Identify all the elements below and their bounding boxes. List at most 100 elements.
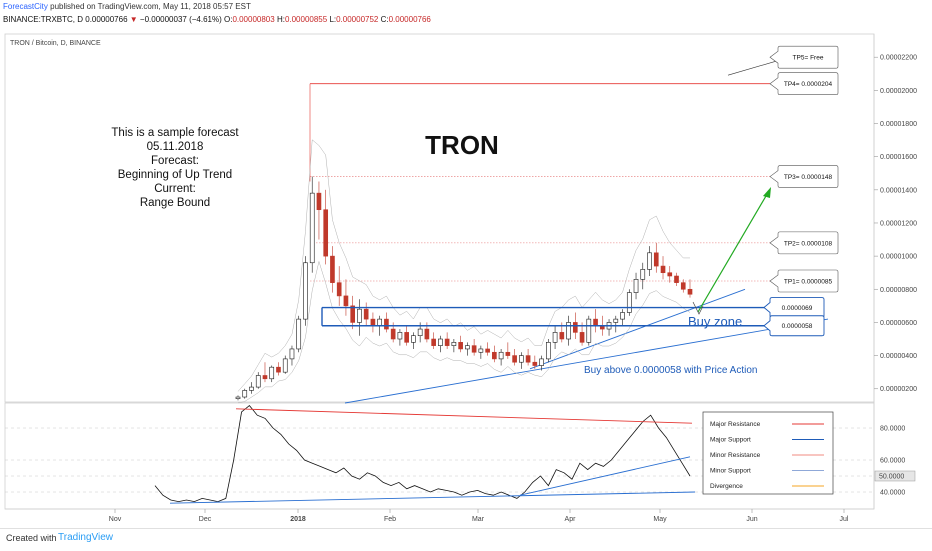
time-tick-label: 2018: [290, 516, 306, 523]
price-tick-label: 0.00001200: [880, 220, 917, 227]
price-tick-label: 0.00001600: [880, 154, 917, 161]
target-levels: TP5= Free TP4= 0.0000204 TP3= 0.0000148 TP2…: [309, 45, 839, 293]
candle-body: [552, 332, 558, 343]
candle-body: [438, 338, 443, 346]
author-link[interactable]: ForecastCity: [3, 2, 48, 11]
candle-body: [235, 396, 241, 399]
target-pointer: [727, 60, 777, 76]
note-line-1: This is a sample forecast: [111, 127, 239, 139]
candle-body: [262, 375, 268, 380]
candle-body: [363, 308, 369, 320]
target-callout: [769, 45, 839, 69]
publish-info: published on TradingView.com, May 11, 20…: [50, 2, 251, 11]
buy-condition-text: Buy above 0.0000058 with Price Action: [584, 365, 757, 376]
candle-body: [498, 351, 504, 360]
candle-body: [680, 282, 686, 290]
candle-body: [343, 295, 349, 307]
candle-body: [667, 272, 673, 277]
price-axis[interactable]: 0.00002200 0.00002000 0.00001800 0.00001600…: [874, 55, 917, 394]
low-value: 0.00000752: [336, 15, 379, 24]
open-value: 0.00000803: [232, 15, 275, 24]
candle-body: [458, 342, 463, 350]
candle-body: [633, 279, 639, 293]
chart-canvas[interactable]: TRON / Bitcoin, D, BINANCE TRON This is …: [0, 0, 932, 528]
candle-body: [546, 342, 551, 360]
trend-lines: [237, 139, 829, 404]
symbol-label: BINANCE:TRXBTC, D: [3, 15, 84, 24]
target-callout: [769, 72, 839, 96]
rsi-current-badge: [874, 470, 916, 482]
candle-body: [687, 288, 693, 295]
candle-body: [471, 345, 477, 353]
rsi-support-line: [169, 491, 696, 504]
candle-body: [566, 322, 571, 340]
target-label: TP4= 0.0000204: [784, 81, 833, 88]
price-tick-label: 0.00000400: [880, 353, 917, 360]
open-label: O:: [223, 15, 233, 24]
candle-body: [282, 358, 288, 373]
rsi-series: 80.0000 60.0000 40.0000 50.0000: [5, 405, 916, 504]
price-change: −0.00000037 (−4.61%): [139, 15, 222, 24]
candle-body: [559, 332, 565, 340]
candle-body: [411, 335, 416, 343]
ohlc-line: BINANCE:TRXBTC, D 0.00000766 ▼ −0.000000…: [3, 15, 431, 24]
candle-body: [532, 361, 538, 366]
forecast-note: This is a sample forecast 05.11.2018 For…: [111, 127, 239, 209]
down-arrow-icon: ▼: [129, 15, 138, 24]
candle-body: [505, 351, 511, 356]
candle-body: [586, 318, 592, 343]
publish-line: ForecastCity published on TradingView.co…: [3, 2, 251, 11]
legend-label: Minor Resistance: [710, 452, 761, 459]
rsi-support-line-2: [519, 456, 691, 496]
candle-body: [512, 355, 517, 363]
target-label: TP3= 0.0000148: [784, 174, 833, 181]
legend-label: Minor Support: [710, 468, 751, 475]
candle-body: [269, 366, 275, 380]
candle-body: [397, 332, 403, 340]
price-tick-label: 0.00000200: [880, 386, 917, 393]
candle-body: [323, 209, 329, 257]
bollinger-upper: [237, 139, 690, 392]
candle-body: [242, 390, 248, 398]
note-line-4: Beginning of Up Trend: [118, 169, 232, 181]
target-label: TP1= 0.0000085: [784, 278, 833, 285]
candle-body: [350, 305, 356, 323]
candle-body: [390, 328, 396, 340]
candle-body: [444, 338, 450, 346]
legend-box: [702, 411, 834, 495]
candle-body: [653, 252, 659, 267]
time-tick-label: Apr: [565, 516, 577, 523]
close-value: 0.00000766: [388, 15, 431, 24]
tradingview-logo[interactable]: TradingView: [58, 532, 114, 543]
candle-body: [593, 318, 598, 327]
rsi-tick-label: 80.0000: [880, 426, 905, 433]
buy-zone: 0.0000069 0.0000058 Buy zone Buy above 0.00…: [321, 187, 825, 376]
last-price: 0.00000766: [85, 15, 128, 24]
candle-body: [276, 366, 281, 373]
candle-body: [519, 355, 524, 363]
price-pane: [4, 33, 875, 403]
legend-label: Major Support: [710, 437, 751, 444]
legend-label: Major Resistance: [710, 421, 761, 428]
candle-body: [451, 342, 457, 346]
time-axis[interactable]: Nov Dec 2018 Feb Mar Apr May Jun Jul: [109, 509, 849, 523]
candle-body: [303, 262, 308, 320]
footer: Created with TradingView: [0, 528, 932, 551]
candle-body: [492, 351, 497, 360]
candle-body: [296, 318, 302, 350]
legend-label: Divergence: [710, 483, 743, 490]
price-tick-label: 0.00001000: [880, 254, 917, 261]
candle-body: [404, 332, 409, 343]
candle-body: [525, 355, 531, 363]
candle-body: [255, 375, 261, 388]
zone-label: 0.0000058: [782, 323, 813, 330]
candle-body: [674, 275, 679, 283]
buy-zone-text: Buy zone: [688, 314, 742, 329]
candle-body: [613, 318, 619, 323]
note-line-3: Forecast:: [151, 155, 199, 167]
candle-body: [330, 255, 335, 283]
candle-body: [572, 322, 578, 333]
candle-body: [384, 318, 389, 330]
pullback-arrow: [692, 301, 704, 315]
rsi-resistance-line: [235, 408, 693, 424]
